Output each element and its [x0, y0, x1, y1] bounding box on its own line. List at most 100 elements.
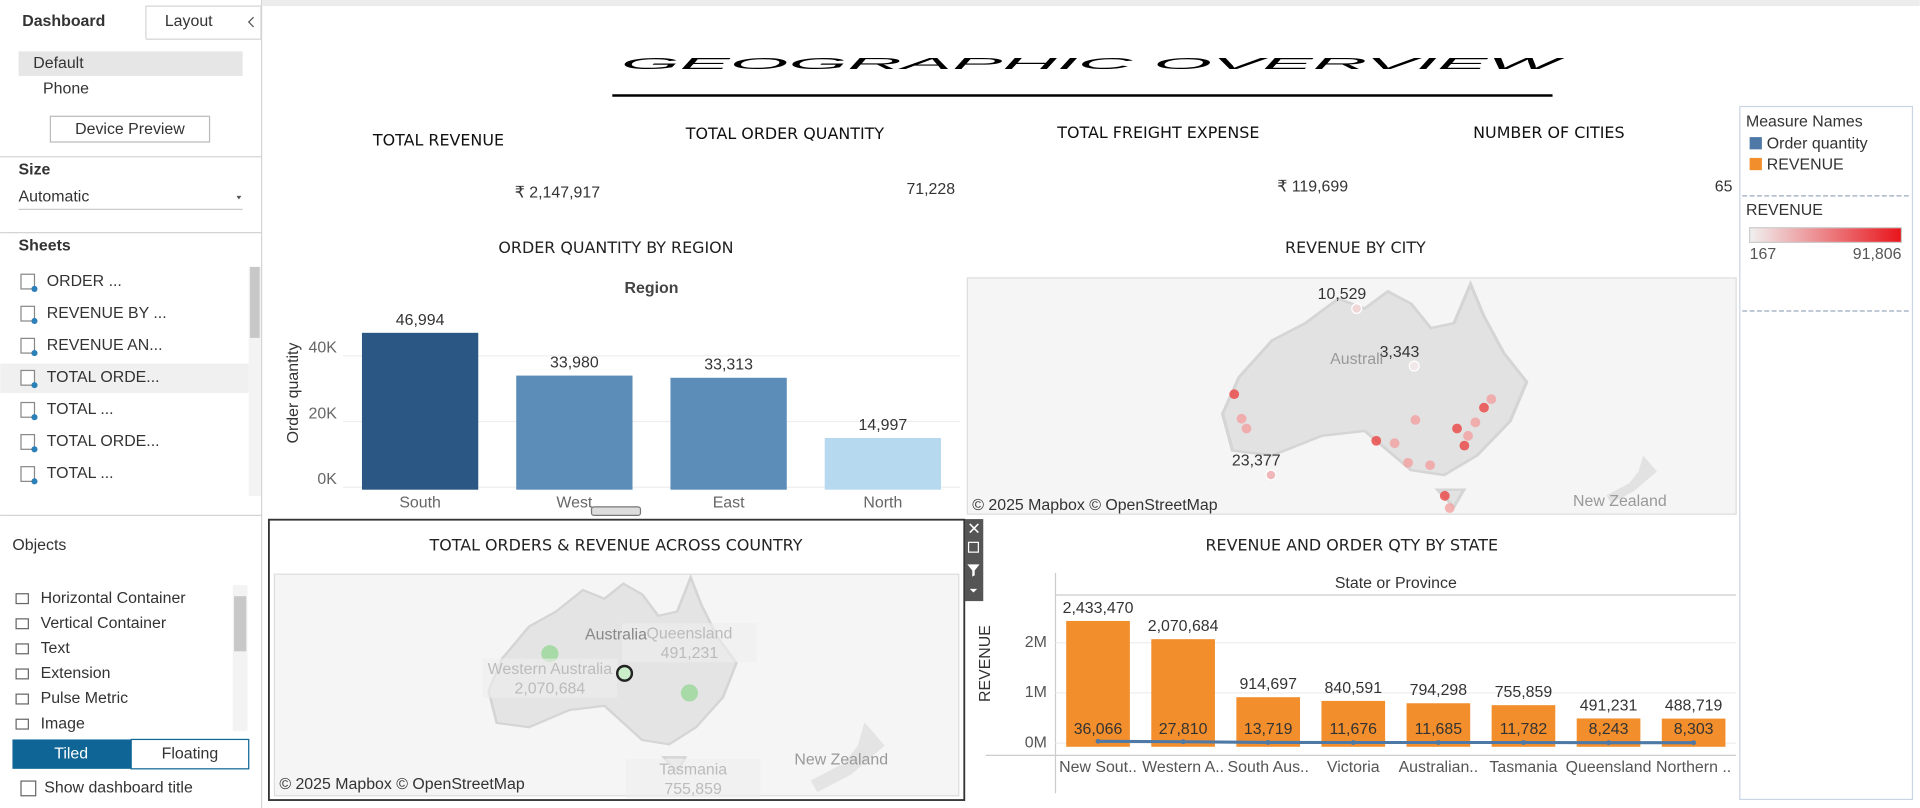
object-item[interactable]: Image: [41, 715, 85, 732]
bar: [824, 437, 942, 490]
selected-point[interactable]: [615, 664, 634, 682]
map-dot: [1439, 490, 1450, 501]
map-label: 491,231: [661, 645, 719, 662]
map-dot: [1425, 460, 1436, 471]
checkbox[interactable]: [20, 780, 37, 797]
x-tick-label: Western A..: [1142, 759, 1224, 776]
place-label: New Zealand: [794, 751, 888, 768]
sheet-icon: [20, 369, 36, 386]
kpi-value: ₹ 119,699: [1277, 179, 1348, 196]
line-point: [1691, 740, 1697, 746]
y-tick-label: 2M: [1025, 634, 1047, 651]
sheet-item[interactable]: TOTAL ORDE...: [47, 433, 160, 450]
device-option[interactable]: Default: [33, 55, 84, 72]
chart-title: TOTAL ORDERS & REVENUE ACROSS COUNTRY: [429, 536, 803, 555]
toolbar-close[interactable]: [969, 523, 979, 534]
sheet-item[interactable]: TOTAL ...: [47, 465, 114, 482]
y-tick-label: 0M: [1025, 734, 1047, 751]
device-option[interactable]: Phone: [43, 81, 89, 98]
checkbox-label: Show dashboard title: [44, 780, 193, 797]
bar: [1491, 705, 1556, 747]
x-tick-label: Tasmania: [1489, 759, 1557, 776]
value-label: 13,719: [1244, 721, 1293, 738]
button[interactable]: [49, 115, 211, 143]
bar: [516, 375, 633, 490]
sheet-item[interactable]: REVENUE AN...: [47, 337, 163, 354]
map-label-bg: [482, 658, 618, 698]
map-dot: [1241, 423, 1252, 434]
sheet-item[interactable]: ORDER ...: [47, 273, 122, 290]
toggle-label: Tiled: [54, 745, 88, 762]
bar: [1321, 700, 1386, 747]
map-point: [1408, 360, 1420, 372]
chart-title: ORDER QUANTITY BY REGION: [498, 238, 733, 257]
bar: [361, 332, 479, 490]
toggle-floating[interactable]: [130, 738, 250, 770]
bar: [670, 377, 787, 490]
object-item[interactable]: Vertical Container: [41, 615, 167, 632]
map-dot: [1470, 417, 1481, 428]
value-label: 33,313: [704, 357, 753, 374]
map-dot: [1403, 457, 1413, 468]
tab[interactable]: Dashboard: [22, 13, 105, 30]
tab[interactable]: Layout: [165, 13, 213, 30]
sheet-icon-dot: [31, 382, 38, 389]
value-label: 27,810: [1159, 721, 1208, 738]
top-strip: [262, 0, 1920, 7]
object-icon: [15, 718, 29, 730]
x-tick-label: New Sout..: [1059, 759, 1137, 776]
map-dot: [1410, 415, 1421, 425]
map-label: 23,377: [1232, 453, 1281, 470]
dashboard-title: GEOGRAPHIC OVERVIEW: [621, 56, 1568, 73]
legend-swatch: [1749, 137, 1762, 150]
map-label: Tasmania: [659, 761, 727, 778]
column-header: State or Province: [1335, 575, 1457, 592]
color-range-label: 91,806: [1853, 246, 1902, 263]
row-highlight: [0, 363, 249, 393]
map-label: 10,529: [1318, 286, 1367, 303]
map-attribution: © 2025 Mapbox © OpenStreetMap: [972, 497, 1218, 514]
object-item[interactable]: Extension: [41, 665, 111, 682]
button-label: Device Preview: [75, 121, 185, 138]
x-tick-label: Victoria: [1327, 759, 1380, 776]
dropdown[interactable]: Automatic: [19, 188, 90, 205]
bar: [1151, 639, 1215, 747]
scroll-thumb[interactable]: [249, 266, 260, 338]
scroll-thumb[interactable]: [234, 596, 247, 652]
sheet-item[interactable]: TOTAL ORDE...: [47, 369, 160, 386]
object-item[interactable]: Horizontal Container: [41, 590, 187, 607]
toggle-tiled[interactable]: [12, 739, 132, 769]
resize-handle[interactable]: [590, 506, 642, 517]
line-point: [1350, 740, 1356, 745]
bar: [1066, 620, 1130, 747]
kpi-label: TOTAL REVENUE: [372, 130, 504, 149]
sheet-icon: [20, 466, 36, 482]
y-tick-label: 20K: [309, 405, 338, 422]
value-label: 33,980: [550, 355, 599, 372]
object-icon: [15, 668, 29, 680]
bar: [1236, 697, 1301, 747]
value-label: 491,231: [1580, 697, 1638, 714]
sheet-item[interactable]: REVENUE BY ...: [47, 305, 167, 322]
object-item[interactable]: Pulse Metric: [41, 690, 129, 707]
sheet-icon: [20, 273, 36, 290]
sheet-item[interactable]: TOTAL ...: [47, 401, 114, 418]
map-point: [680, 684, 699, 702]
value-label: 794,298: [1410, 682, 1468, 699]
toolbar[interactable]: [964, 519, 984, 602]
toolbar-more[interactable]: [969, 588, 978, 593]
map-dot: [1444, 503, 1455, 513]
chart-title: REVENUE BY CITY: [1285, 238, 1426, 257]
kpi-label: TOTAL FREIGHT EXPENSE: [1056, 123, 1259, 142]
y-tick-label: 40K: [309, 340, 338, 357]
x-tick-label: North: [863, 494, 902, 511]
map-dot: [1389, 438, 1400, 449]
map-label: 3,343: [1380, 344, 1420, 361]
toolbar-go[interactable]: [967, 541, 979, 553]
object-item[interactable]: Text: [41, 640, 71, 657]
toolbar-filter[interactable]: [967, 564, 980, 577]
collapse-icon[interactable]: [247, 16, 255, 28]
value-label: 488,719: [1665, 698, 1723, 715]
sheet-icon: [20, 433, 36, 450]
map-label: Queensland: [647, 625, 733, 642]
